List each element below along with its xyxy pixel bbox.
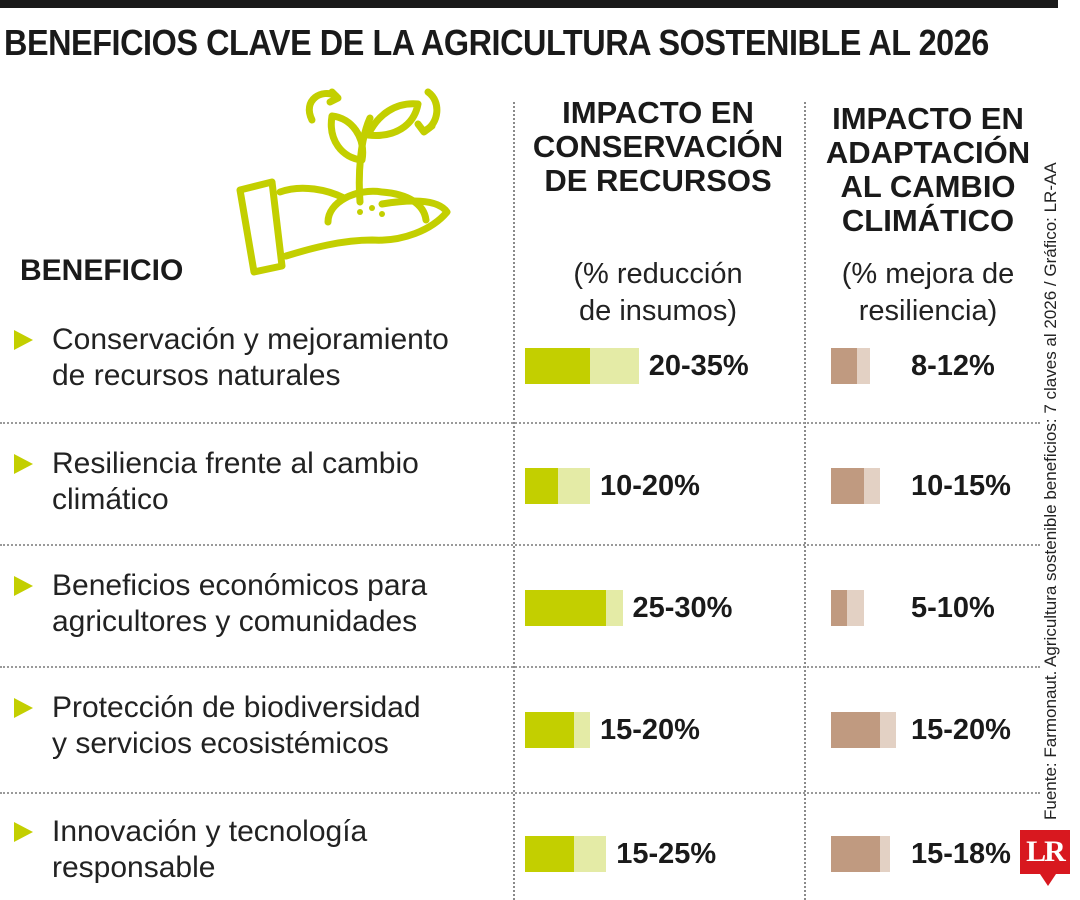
adaptation-bar <box>831 836 890 872</box>
row-separator <box>0 544 1040 546</box>
bullet-arrow-icon <box>14 698 33 718</box>
benefit-label-line: Innovación y tecnología <box>52 815 368 848</box>
benefit-label-line: Conservación y mejoramiento <box>52 323 449 356</box>
adaptation-value-label: 5-10% <box>911 592 995 624</box>
column-divider-1 <box>513 102 515 900</box>
bar-range-min <box>831 468 864 504</box>
top-rule <box>0 0 1058 8</box>
column-divider-2 <box>804 102 806 900</box>
conservation-bar <box>525 348 639 384</box>
adaptation-bar <box>831 468 880 504</box>
bar-range-min <box>525 348 590 384</box>
benefit-column-header: BENEFICIO <box>20 254 184 287</box>
benefit-label-line: y servicios ecosistémicos <box>52 727 389 760</box>
benefit-label: Conservación y mejoramiento de recursos n… <box>52 322 502 394</box>
adaptation-value-label: 10-15% <box>911 470 1011 502</box>
row-separator <box>0 666 1040 668</box>
adaptation-value-label: 8-12% <box>911 350 995 382</box>
adaptation-title-line-1: IMPACTO EN <box>832 101 1024 136</box>
bar-range-min <box>831 836 880 872</box>
benefit-label-line: agricultores y comunidades <box>52 605 418 638</box>
conservation-column-title: IMPACTO EN CONSERVACIÓN DE RECURSOS <box>520 96 796 198</box>
bar-range-min <box>831 712 880 748</box>
benefit-label: Protección de biodiversidad y servicios e… <box>52 690 502 762</box>
benefit-label-line: Resiliencia frente al cambio <box>52 447 419 480</box>
adaptation-title-line-2: ADAPTACIÓN <box>825 135 1031 170</box>
bar-range-min <box>525 712 574 748</box>
chart-title: BENEFICIOS CLAVE DE LA AGRICULTURA SOSTE… <box>4 22 989 63</box>
conservation-subtitle-line-1: (% reducción <box>573 258 743 290</box>
adaptation-bar <box>831 712 896 748</box>
adaptation-bar <box>831 590 864 626</box>
bullet-arrow-icon <box>14 454 33 474</box>
benefit-label-line: de recursos naturales <box>52 359 341 392</box>
bullet-arrow-icon <box>14 576 33 596</box>
lr-logo-tail <box>1040 874 1056 886</box>
conservation-value-label: 25-30% <box>632 592 733 624</box>
bar-range-min <box>525 468 558 504</box>
conservation-title-line-3: DE RECURSOS <box>544 163 772 198</box>
benefit-label-line: Beneficios económicos para <box>52 569 428 602</box>
adaptation-title-line-3: AL CAMBIO <box>840 169 1016 204</box>
conservation-title-line-1: IMPACTO EN <box>562 95 754 130</box>
plant-in-hand-icon <box>236 88 451 276</box>
conservation-value-label: 10-20% <box>600 470 700 502</box>
benefit-label: Innovación y tecnología responsable <box>52 814 502 886</box>
conservation-column-subtitle: (% reducción de insumos) <box>520 256 796 330</box>
source-note: Fuente: Farmonaut. Agricultura sostenibl… <box>1041 162 1060 820</box>
adaptation-title-line-4: CLIMÁTICO <box>841 203 1015 238</box>
adaptation-column-title: IMPACTO EN ADAPTACIÓN AL CAMBIO CLIMÁTIC… <box>810 102 1046 238</box>
conservation-bar <box>525 468 590 504</box>
benefit-label-line: responsable <box>52 851 216 884</box>
bar-range-min <box>831 348 857 384</box>
adaptation-subtitle-line-2: resiliencia) <box>858 295 998 327</box>
conservation-bar <box>525 712 590 748</box>
row-separator <box>0 792 1040 794</box>
lr-logo: LR <box>1020 830 1070 874</box>
benefit-label: Beneficios económicos para agricultores y… <box>52 568 502 640</box>
conservation-value-label: 15-20% <box>600 714 700 746</box>
benefit-label-line: Protección de biodiversidad <box>52 691 421 724</box>
benefit-label: Resiliencia frente al cambio climático <box>52 446 502 518</box>
adaptation-column-subtitle: (% mejora de resiliencia) <box>810 256 1046 330</box>
conservation-value-label: 15-25% <box>616 838 717 870</box>
bar-range-min <box>525 590 607 626</box>
adaptation-bar <box>831 348 870 384</box>
row-separator <box>0 422 1040 424</box>
conservation-title-line-2: CONSERVACIÓN <box>532 129 784 164</box>
bullet-arrow-icon <box>14 822 33 842</box>
conservation-subtitle-line-2: de insumos) <box>579 295 737 327</box>
conservation-value-label: 20-35% <box>648 350 749 382</box>
adaptation-value-label: 15-20% <box>911 714 1011 746</box>
bar-range-min <box>831 590 848 626</box>
conservation-bar <box>525 590 623 626</box>
bullet-arrow-icon <box>14 330 33 350</box>
bar-range-min <box>525 836 574 872</box>
benefit-label-line: climático <box>52 483 169 516</box>
conservation-bar <box>525 836 607 872</box>
adaptation-value-label: 15-18% <box>911 838 1011 870</box>
adaptation-subtitle-line-1: (% mejora de <box>841 258 1015 290</box>
